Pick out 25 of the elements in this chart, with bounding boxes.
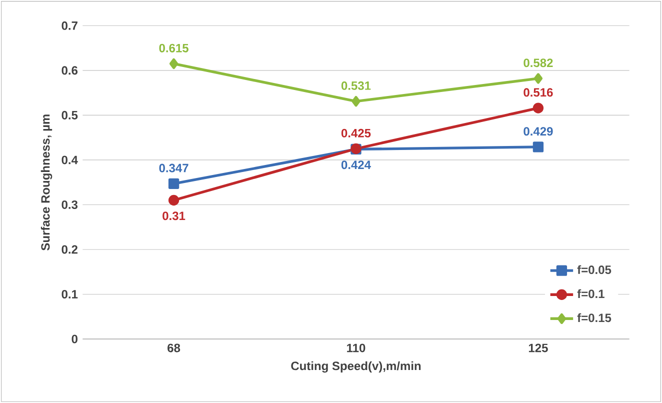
- x-tick-label: 110: [347, 344, 366, 352]
- data-label: 0.347: [159, 164, 188, 172]
- data-label: 0.531: [341, 81, 371, 90]
- y-tick-label: 0.4: [62, 156, 78, 164]
- x-tick-label: 125: [528, 344, 548, 352]
- x-tick-label: 68: [168, 344, 180, 352]
- data-label: 0.424: [341, 160, 371, 170]
- data-label: 0.615: [159, 44, 188, 52]
- legend-label: f=0.15: [577, 313, 612, 322]
- y-tick-label: 0.7: [62, 21, 78, 30]
- data-label: 0.31: [162, 212, 186, 220]
- data-label: 0.429: [524, 127, 553, 136]
- y-axis-title: Surface Roughness, µm: [40, 114, 52, 250]
- y-tick-label: 0.2: [62, 245, 78, 254]
- y-tick-label: 0.6: [62, 66, 78, 75]
- x-axis-title: Cuting Speed(v),m/min: [291, 361, 421, 373]
- data-label: 0.582: [524, 58, 553, 68]
- data-label: 0.425: [341, 128, 371, 138]
- y-tick-label: 0.5: [62, 110, 78, 120]
- data-label: 0.516: [524, 88, 553, 97]
- y-tick-label: 0: [72, 334, 78, 344]
- legend-label: f=0.1: [577, 289, 604, 298]
- y-tick-label: 0.1: [62, 290, 78, 298]
- y-tick-label: 0.3: [62, 200, 78, 209]
- legend-label: f=0.05: [577, 265, 612, 274]
